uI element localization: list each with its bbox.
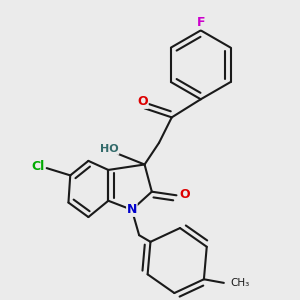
Text: HO: HO — [100, 144, 119, 154]
Text: Cl: Cl — [31, 160, 44, 173]
Text: O: O — [179, 188, 190, 201]
Text: N: N — [127, 203, 137, 216]
Text: F: F — [196, 16, 205, 29]
Text: O: O — [137, 95, 148, 108]
Text: CH₃: CH₃ — [230, 278, 250, 288]
